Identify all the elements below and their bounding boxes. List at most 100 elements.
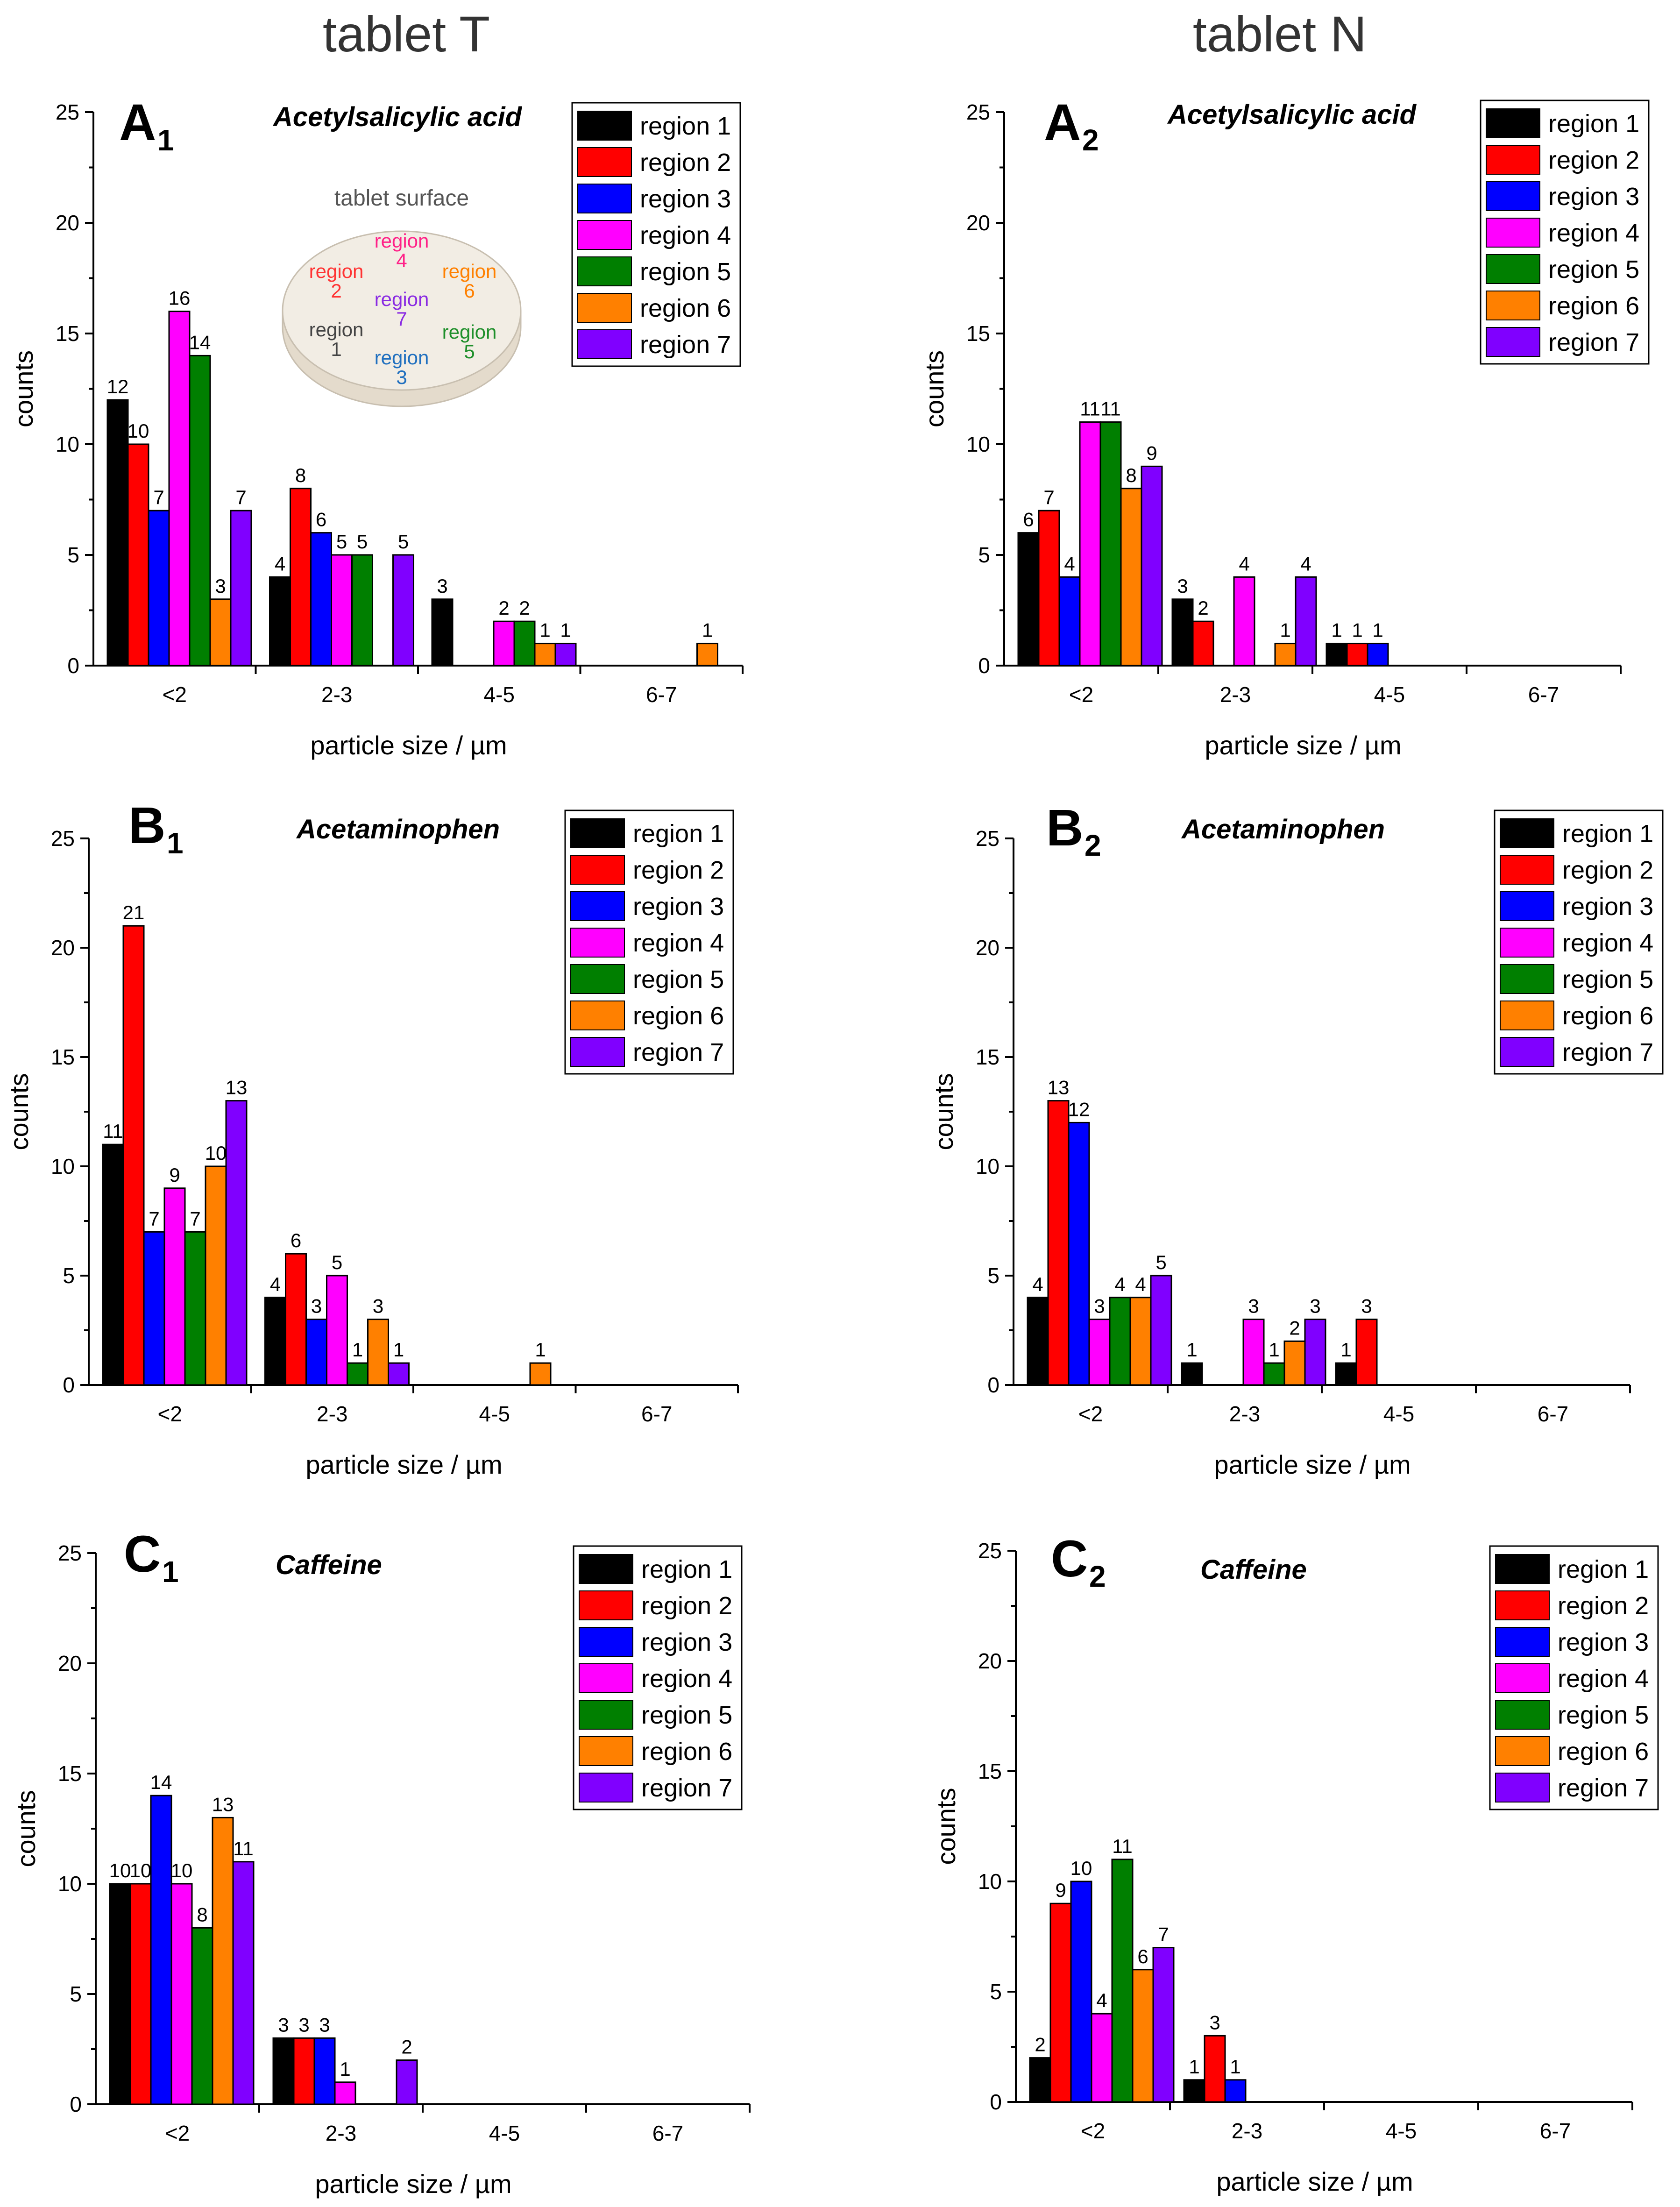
- bar-region-6-<2: [1129, 1297, 1152, 1386]
- bar-region-6-6-7: [696, 643, 718, 667]
- chart-title: Caffeine: [1200, 1554, 1307, 1585]
- legend-label: region 4: [1548, 219, 1639, 247]
- bar-value-label: 3: [1209, 2011, 1220, 2033]
- y-tick-label: 5: [987, 1263, 999, 1288]
- bar-value-label: 7: [149, 1207, 159, 1229]
- bar-value-label: 3: [215, 575, 226, 597]
- bar-value-label: 2: [519, 597, 530, 619]
- bar-region-2-2-3: [1192, 620, 1214, 667]
- y-tick-label: 10: [56, 432, 79, 456]
- legend-label: region 7: [633, 1038, 724, 1066]
- y-axis-title: counts: [929, 1073, 958, 1150]
- y-tick-label: 15: [976, 1045, 999, 1069]
- bar-value-label: 3: [1094, 1295, 1105, 1317]
- legend-swatch: [1500, 818, 1554, 848]
- legend-label: region 2: [633, 856, 724, 884]
- bar-value-label: 1: [1186, 1339, 1197, 1361]
- bar-value-label: 7: [190, 1207, 200, 1229]
- legend-label: region 7: [1548, 328, 1639, 356]
- legend-swatch: [577, 111, 632, 141]
- legend: region 1 region 2 region 3 region 4 region 5…: [1489, 1545, 1659, 1810]
- legend-label: region 3: [640, 185, 731, 213]
- bar-value-label: 10: [130, 1859, 152, 1881]
- x-tick-label: 4-5: [1386, 2119, 1417, 2143]
- bar-region-7-2-3: [1295, 576, 1317, 667]
- y-tick-label: 0: [63, 1373, 75, 1397]
- bar-region-3-2-3: [305, 1319, 327, 1386]
- bar-value-label: 10: [171, 1859, 193, 1881]
- legend-swatch: [577, 220, 632, 250]
- legend-label: region 6: [1562, 1002, 1653, 1030]
- bar-value-label: 11: [1112, 1835, 1133, 1857]
- y-tick-label: 25: [58, 1541, 82, 1565]
- bar-value-label: 5: [1155, 1251, 1166, 1273]
- bar-region-6-<2: [1120, 488, 1142, 667]
- x-tick-label: 6-7: [641, 1402, 672, 1426]
- legend-label: region 5: [633, 965, 724, 994]
- bar-region-7-2-3: [1304, 1319, 1326, 1386]
- bar-region-1-<2: [1017, 532, 1040, 667]
- legend-label: region 1: [1558, 1555, 1649, 1583]
- bar-value-label: 7: [153, 486, 164, 508]
- y-tick-label: 0: [67, 653, 79, 678]
- bar-value-label: 21: [123, 901, 145, 923]
- bar-value-label: 3: [278, 2014, 289, 2036]
- bar-region-6-4-5: [529, 1362, 552, 1386]
- legend-swatch: [570, 891, 625, 921]
- bar-value-label: 10: [109, 1859, 131, 1881]
- x-tick-label: <2: [163, 682, 187, 707]
- bar-region-7-<2: [1150, 1275, 1172, 1386]
- bar-region-3-4-5: [1367, 643, 1389, 667]
- y-tick-label: 5: [63, 1263, 75, 1288]
- bar-value-label: 9: [1055, 1879, 1066, 1901]
- bar-value-label: 3: [1310, 1295, 1320, 1317]
- bar-region-1-2-3: [269, 576, 291, 667]
- legend-swatch: [577, 329, 632, 359]
- bar-value-label: 4: [1032, 1273, 1043, 1295]
- y-tick-label: 15: [978, 1759, 1002, 1783]
- x-axis-title: particle size / µm: [310, 731, 507, 760]
- x-tick-label: 2-3: [321, 682, 352, 707]
- bar-region-4-4-5: [493, 620, 515, 667]
- bar-value-label: 8: [197, 1903, 207, 1925]
- bar-value-label: 6: [316, 509, 326, 531]
- legend-label: region 6: [1548, 292, 1639, 320]
- bar-region-4-2-3: [1242, 1319, 1265, 1386]
- y-tick-label: 15: [58, 1761, 82, 1786]
- panel-subscript: 2: [1085, 829, 1101, 862]
- panel-subscript: 1: [157, 123, 174, 157]
- bar-value-label: 6: [291, 1229, 301, 1251]
- bar-region-7-<2: [225, 1100, 248, 1386]
- legend-swatch: [577, 147, 632, 177]
- bar-value-label: 7: [235, 486, 246, 508]
- bar-region-5-<2: [191, 1927, 213, 2105]
- bar-region-1-2-3: [264, 1297, 286, 1386]
- bar-value-label: 10: [1070, 1857, 1092, 1879]
- bar-value-label: 5: [398, 531, 409, 553]
- x-tick-label: 4-5: [1383, 1402, 1414, 1426]
- legend-swatch: [579, 1773, 633, 1803]
- bar-value-label: 4: [270, 1273, 281, 1295]
- x-axis-title: particle size / µm: [1216, 2167, 1413, 2196]
- legend-swatch: [1495, 1736, 1550, 1766]
- chart-title: Acetylsalicylic acid: [272, 102, 523, 132]
- bar-value-label: 3: [1248, 1295, 1259, 1317]
- bar-region-7-<2: [232, 1861, 255, 2105]
- legend-swatch: [579, 1590, 633, 1620]
- y-tick-label: 10: [978, 1869, 1002, 1894]
- legend-swatch: [1495, 1590, 1550, 1620]
- bar-value-label: 8: [1126, 464, 1136, 486]
- legend-swatch: [570, 928, 625, 958]
- bar-region-3-<2: [1068, 1121, 1090, 1386]
- y-tick-label: 25: [966, 100, 990, 124]
- bar-value-label: 4: [1135, 1273, 1146, 1295]
- bar-region-5-2-3: [351, 554, 373, 667]
- bar-value-label: 6: [1137, 1945, 1148, 1967]
- legend-label: region 7: [1558, 1774, 1649, 1802]
- bar-region-6-<2: [209, 598, 232, 667]
- chart-title: Acetaminophen: [1181, 814, 1385, 844]
- bar-region-2-<2: [127, 443, 149, 667]
